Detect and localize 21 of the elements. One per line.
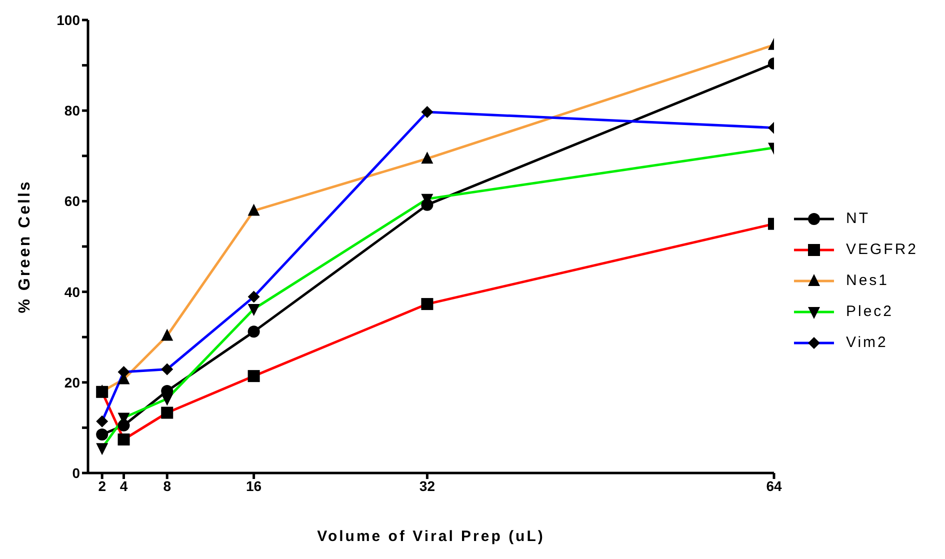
y-tick-label: 60 (64, 193, 80, 210)
x-axis-title: Volume of Viral Prep (uL) (317, 528, 545, 545)
x-tick-label: 2 (98, 478, 106, 494)
legend-label: Nes1 (846, 272, 890, 289)
y-tick-label: 80 (64, 102, 80, 119)
x-tick-label: 8 (163, 478, 172, 494)
legend-label: Plec2 (846, 303, 894, 320)
x-tick-label: 16 (246, 478, 262, 494)
y-axis-title: % Green Cells (16, 180, 34, 314)
legend-label: VEGFR2 (846, 241, 918, 258)
x-tick-label: 4 (120, 478, 128, 494)
point (248, 326, 260, 338)
legend-label: NT (846, 210, 870, 227)
y-tick-label: 100 (56, 12, 80, 28)
y-tick-label: 40 (64, 284, 80, 300)
point (96, 428, 108, 440)
y-tick-label: 0 (72, 464, 80, 481)
x-tick-label: 64 (766, 478, 782, 494)
y-tick-label: 20 (64, 374, 80, 390)
legend-label: Vim2 (846, 334, 888, 351)
x-tick-label: 32 (419, 478, 436, 494)
